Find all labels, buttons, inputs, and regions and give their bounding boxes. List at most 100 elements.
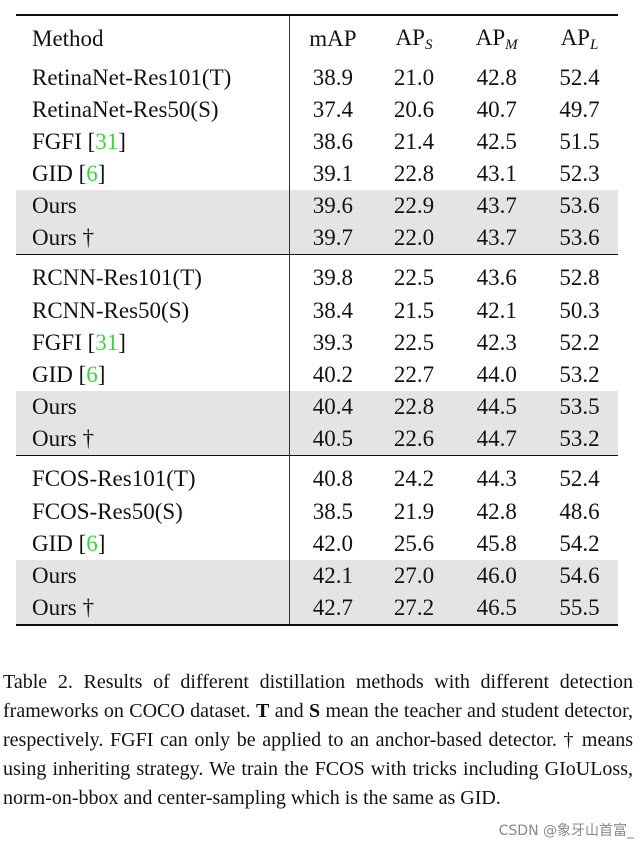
table-row: RCNN-Res101(T) 39.8 22.5 43.6 52.8	[16, 254, 618, 295]
cell-apl: 52.4	[559, 65, 600, 90]
cell-map: 38.5	[312, 499, 354, 524]
method-name: FGFI [	[32, 129, 96, 154]
cell-aps: 22.5	[393, 330, 435, 355]
method-name: FCOS-Res101(T)	[32, 466, 196, 491]
cell-apm: 40.7	[476, 97, 517, 122]
citation-link[interactable]: 6	[86, 531, 98, 556]
cell-aps: 22.7	[393, 362, 435, 387]
watermark: CSDN @象牙山首富_	[498, 823, 634, 839]
table-row: Ours † 40.5 22.6 44.7 53.2	[16, 423, 618, 456]
method-name: Ours	[32, 563, 77, 588]
cell-apm: 43.7	[452, 190, 541, 222]
cell-aps: 21.9	[393, 499, 435, 524]
table-row: Ours † 39.7 22.0 43.7 53.6	[16, 222, 618, 255]
cell-apm: 43.1	[476, 161, 517, 186]
cell-apl: 51.5	[559, 129, 600, 154]
cell-method: FGFI [31]	[16, 327, 291, 359]
table-row: FCOS-Res101(T) 40.8 24.2 44.3 52.4	[16, 455, 618, 496]
citation-link[interactable]: 31	[95, 330, 119, 355]
cell-method: Ours †	[16, 423, 291, 456]
header-method: Method	[16, 14, 291, 62]
cell-apl: 48.6	[559, 499, 600, 524]
cell-aps: 22.9	[375, 190, 453, 222]
table-row: GID [6] 42.0 25.6 45.8 54.2	[16, 528, 618, 560]
cell-method: GID [6]	[16, 359, 291, 391]
method-suffix: ]	[118, 330, 126, 355]
table-row: RetinaNet-Res50(S) 37.4 20.6 40.7 49.7	[16, 94, 618, 126]
table-row: GID [6] 39.1 22.8 43.1 52.3	[16, 158, 618, 190]
cell-apl: 53.5	[540, 391, 618, 423]
cell-apm: 46.5	[452, 592, 541, 626]
cell-method: RCNN-Res101(T)	[16, 254, 291, 295]
method-name: GID [	[32, 161, 87, 186]
method-name: Ours	[32, 193, 77, 218]
cell-apl: 55.5	[540, 592, 618, 626]
cell-aps: 22.0	[375, 222, 453, 255]
cell-map: 38.9	[312, 65, 354, 90]
method-name: Ours †	[32, 595, 94, 620]
cell-apm: 44.7	[452, 423, 541, 456]
method-name: FGFI [	[32, 330, 96, 355]
caption-bold-s: S	[308, 700, 321, 722]
table-row: Ours 39.6 22.9 43.7 53.6	[16, 190, 618, 222]
table-row: RCNN-Res50(S) 38.4 21.5 42.1 50.3	[16, 295, 618, 327]
cell-map: 39.3	[312, 330, 354, 355]
caption-part1: Table 2. Results of different distillati…	[3, 671, 633, 722]
cell-apm: 42.3	[476, 330, 517, 355]
cell-map: 38.6	[312, 129, 354, 154]
cell-apl: 52.8	[540, 254, 618, 295]
table-row: FGFI [31] 38.6 21.4 42.5 51.5	[16, 126, 618, 158]
citation-link[interactable]: 31	[95, 129, 119, 154]
cell-map: 39.8	[289, 254, 376, 295]
cell-apm: 46.0	[452, 560, 541, 592]
cell-apl: 54.6	[540, 560, 618, 592]
cell-method: FCOS-Res50(S)	[16, 496, 291, 528]
cell-apm: 43.6	[452, 254, 541, 295]
cell-map: 42.7	[289, 592, 376, 626]
header-aps: APS	[375, 14, 453, 62]
cell-aps: 25.6	[393, 531, 435, 556]
method-name: Ours †	[32, 426, 94, 451]
results-table-container: Method mAP APS APM APL RetinaNet-Res101(…	[16, 14, 618, 626]
cell-method: RCNN-Res50(S)	[16, 295, 291, 327]
cell-apl: 52.4	[540, 455, 618, 496]
method-name: GID [	[32, 531, 87, 556]
cell-apm: 44.5	[452, 391, 541, 423]
cell-aps: 22.8	[375, 391, 453, 423]
header-apm-sub: M	[505, 36, 518, 53]
cell-method: RetinaNet-Res50(S)	[16, 94, 291, 126]
caption-part2: and	[269, 700, 309, 722]
cell-map: 39.6	[289, 190, 376, 222]
method-name: FCOS-Res50(S)	[32, 499, 183, 524]
cell-aps: 22.5	[375, 254, 453, 295]
method-name: Ours	[32, 394, 77, 419]
cell-apl: 53.6	[540, 190, 618, 222]
cell-method: Ours	[16, 391, 291, 423]
header-apm-base: AP	[475, 24, 506, 50]
method-name: RetinaNet-Res101(T)	[32, 65, 232, 90]
cell-aps: 20.6	[393, 97, 435, 122]
citation-link[interactable]: 6	[86, 161, 98, 186]
cell-method: Ours	[16, 560, 291, 592]
method-name: Ours †	[32, 225, 94, 250]
cell-apl: 50.3	[559, 298, 600, 323]
citation-link[interactable]: 6	[86, 362, 98, 387]
cell-apm: 42.1	[476, 298, 517, 323]
method-name: RCNN-Res50(S)	[32, 298, 190, 323]
caption-part3: mean the teacher and student detector, r…	[3, 700, 633, 809]
header-apm: APM	[452, 14, 541, 62]
table-caption: Table 2. Results of different distillati…	[3, 668, 633, 813]
cell-map: 42.1	[289, 560, 376, 592]
cell-map: 40.4	[289, 391, 376, 423]
cell-map: 39.7	[289, 222, 376, 255]
cell-apm: 43.7	[452, 222, 541, 255]
cell-apm: 42.8	[476, 499, 517, 524]
cell-map: 38.4	[312, 298, 354, 323]
cell-method: FGFI [31]	[16, 126, 291, 158]
cell-apl: 52.2	[559, 330, 600, 355]
cell-map: 40.2	[312, 362, 354, 387]
table-row: Ours 40.4 22.8 44.5 53.5	[16, 391, 618, 423]
table-row: RetinaNet-Res101(T) 38.9 21.0 42.8 52.4	[16, 62, 618, 94]
cell-apl: 53.6	[540, 222, 618, 255]
method-name: RCNN-Res101(T)	[32, 265, 202, 290]
